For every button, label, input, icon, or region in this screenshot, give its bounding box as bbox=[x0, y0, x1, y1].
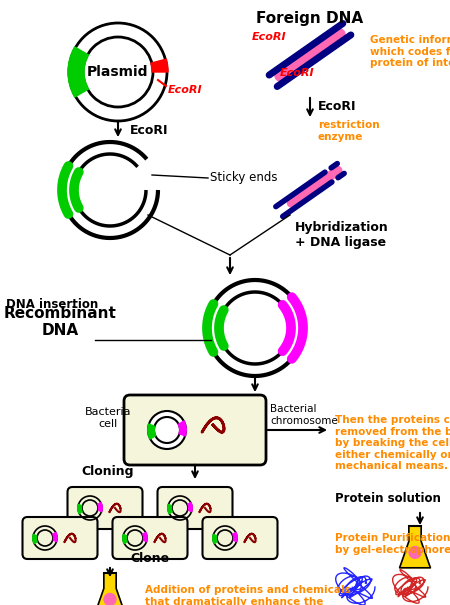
Wedge shape bbox=[151, 59, 168, 72]
Polygon shape bbox=[94, 573, 126, 605]
FancyBboxPatch shape bbox=[202, 517, 278, 559]
Wedge shape bbox=[68, 47, 89, 97]
Text: Addition of proteins and chemicals
that dramatically enhance the
production of a: Addition of proteins and chemicals that … bbox=[145, 585, 351, 605]
Wedge shape bbox=[77, 503, 83, 514]
Circle shape bbox=[104, 593, 117, 605]
Text: EcoRI: EcoRI bbox=[280, 68, 315, 78]
FancyBboxPatch shape bbox=[22, 517, 98, 559]
FancyBboxPatch shape bbox=[158, 487, 233, 529]
Text: EcoRI: EcoRI bbox=[252, 32, 287, 42]
Text: Bacterial
chromosome: Bacterial chromosome bbox=[270, 404, 338, 426]
Circle shape bbox=[68, 22, 168, 122]
FancyBboxPatch shape bbox=[124, 395, 266, 465]
Text: Cloning: Cloning bbox=[82, 465, 134, 479]
Text: EcoRI: EcoRI bbox=[130, 123, 168, 137]
Wedge shape bbox=[167, 503, 173, 514]
Wedge shape bbox=[52, 532, 58, 543]
Wedge shape bbox=[97, 502, 103, 512]
Text: EcoRI: EcoRI bbox=[168, 85, 202, 95]
Text: Protein solution: Protein solution bbox=[335, 491, 441, 505]
FancyBboxPatch shape bbox=[112, 517, 188, 559]
FancyBboxPatch shape bbox=[68, 487, 143, 529]
Polygon shape bbox=[400, 526, 430, 568]
Text: restriction
enzyme: restriction enzyme bbox=[318, 120, 380, 142]
Text: Foreign DNA: Foreign DNA bbox=[256, 10, 364, 25]
Text: Plasmid: Plasmid bbox=[87, 65, 149, 79]
Wedge shape bbox=[32, 534, 38, 544]
Text: Bacteria
cell: Bacteria cell bbox=[85, 407, 131, 429]
Wedge shape bbox=[212, 534, 218, 544]
Circle shape bbox=[205, 278, 305, 378]
Text: Hybridization
+ DNA ligase: Hybridization + DNA ligase bbox=[295, 221, 389, 249]
Circle shape bbox=[148, 411, 186, 449]
Text: Recombinant
DNA: Recombinant DNA bbox=[4, 306, 117, 338]
Wedge shape bbox=[147, 423, 157, 440]
Text: Sticky ends: Sticky ends bbox=[210, 171, 278, 185]
Wedge shape bbox=[177, 420, 187, 437]
Wedge shape bbox=[142, 532, 148, 543]
Wedge shape bbox=[122, 534, 128, 544]
Text: DNA insertion: DNA insertion bbox=[6, 298, 98, 312]
Text: Then the proteins can be
removed from the bacteria
by breaking the cell walls
ei: Then the proteins can be removed from th… bbox=[335, 415, 450, 471]
Text: Protein Purification
by gel-electrophoresis: Protein Purification by gel-electrophore… bbox=[335, 533, 450, 555]
Text: Genetic information
which codes for
protein of interest.: Genetic information which codes for prot… bbox=[370, 35, 450, 68]
Text: Clone: Clone bbox=[130, 552, 170, 564]
Circle shape bbox=[409, 546, 422, 559]
Text: EcoRI: EcoRI bbox=[318, 100, 356, 114]
Wedge shape bbox=[187, 502, 193, 512]
Circle shape bbox=[60, 140, 160, 240]
Wedge shape bbox=[232, 532, 238, 543]
